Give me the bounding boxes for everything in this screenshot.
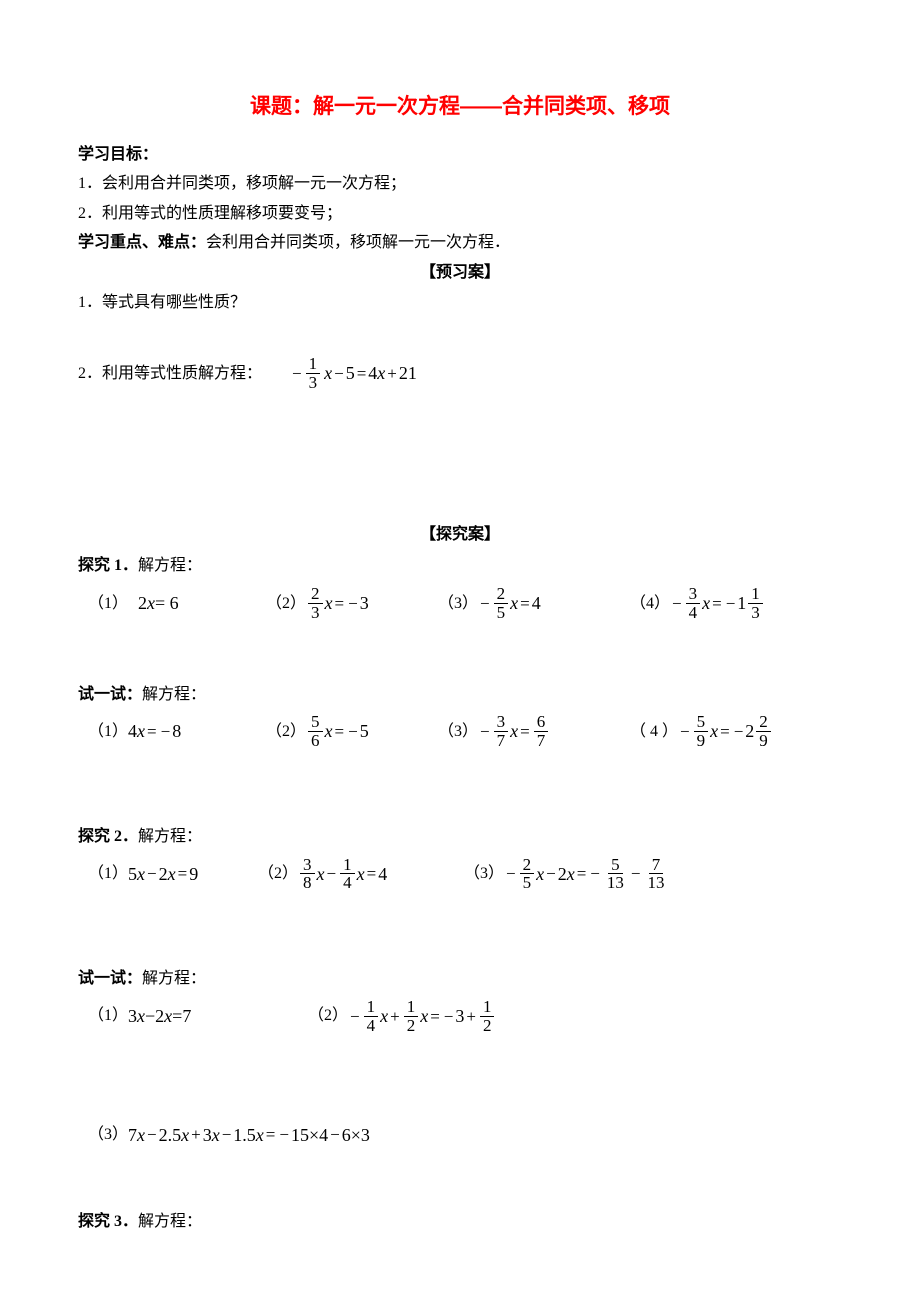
try-2-label: 试一试：解方程：	[78, 966, 842, 992]
goal-2: 2．利用等式的性质理解移项要变号；	[78, 201, 842, 227]
try-2-problems: （1） 3x−2x=7 （2） − 14 x+ 12 x=−3+ 12	[78, 998, 842, 1035]
explore-2-label: 探究 2．解方程：	[78, 824, 842, 850]
page-title: 课题：解一元一次方程——合并同类项、移项	[78, 90, 842, 124]
try-2-problem-3: （3） 7x−2.5x+3x−1.5x=−15×4−6×3	[78, 1121, 842, 1150]
investigate-header: 【探究案】	[78, 522, 842, 548]
equation-q2: − 13 x−5=4x+21	[290, 355, 417, 392]
goal-1: 1．会利用合并同类项，移项解一元一次方程；	[78, 171, 842, 197]
page: { "title": "课题：解一元一次方程——合并同类项、移项", "goal…	[0, 0, 920, 1300]
preview-q2: 2．利用等式性质解方程： − 13 x−5=4x+21	[78, 355, 842, 392]
explore-2-problems: （1） 5x−2x=9 （2） 38 x− 14 x=4 （3） − 25 x−…	[78, 856, 842, 893]
keypoint: 学习重点、难点：会利用合并同类项，移项解一元一次方程．	[78, 230, 842, 256]
goals-label: 学习目标：	[78, 142, 842, 168]
preview-q1: 1．等式具有哪些性质？	[78, 290, 842, 316]
explore-1-problems: （1） 2x= 6 （2） 23 x=−3 （3） − 25 x=4 （4） −…	[78, 585, 842, 622]
explore-3-label: 探究 3．解方程：	[78, 1209, 842, 1235]
try-1-label: 试一试：解方程：	[78, 682, 842, 708]
preview-header: 【预习案】	[78, 260, 842, 286]
try-1-problems: （1） 4x=−8 （2） 56 x=−5 （3） − 37 x= 67 （ 4…	[78, 713, 842, 750]
explore-1-label: 探究 1．解方程：	[78, 553, 842, 579]
